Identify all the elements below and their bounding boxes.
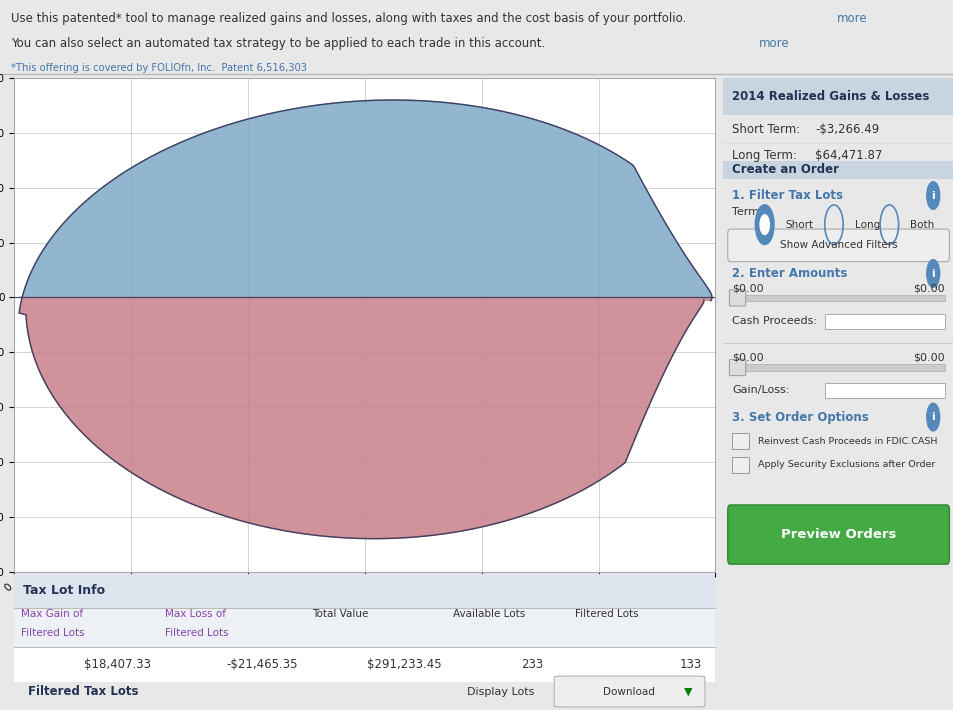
Bar: [722, 160, 953, 179]
Text: Filtered Lots: Filtered Lots: [165, 628, 229, 638]
FancyBboxPatch shape: [729, 359, 745, 376]
Text: 2. Enter Amounts: 2. Enter Amounts: [732, 267, 847, 280]
Text: i: i: [930, 412, 934, 422]
Bar: [14, 574, 715, 608]
Text: i: i: [930, 268, 934, 278]
Text: Both: Both: [909, 219, 933, 229]
Text: Apply Security Exclusions after Order: Apply Security Exclusions after Order: [757, 461, 934, 469]
Text: $0.00: $0.00: [912, 353, 943, 363]
Bar: [732, 433, 748, 449]
Circle shape: [925, 403, 939, 431]
Text: $18,407.33: $18,407.33: [84, 658, 151, 671]
Text: You can also select an automated tax strategy to be applied to each trade in thi: You can also select an automated tax str…: [11, 37, 553, 50]
Text: more: more: [758, 37, 788, 50]
Bar: [14, 608, 715, 647]
Text: Filtered Lots: Filtered Lots: [575, 609, 639, 619]
Text: Create an Order: Create an Order: [732, 163, 839, 176]
FancyBboxPatch shape: [727, 229, 948, 262]
Text: *This offering is covered by FOLIOfn, Inc.  Patent 6,516,303: *This offering is covered by FOLIOfn, In…: [11, 63, 307, 73]
Text: Cash Proceeds:: Cash Proceeds:: [732, 316, 817, 326]
Text: $64,471.87: $64,471.87: [815, 148, 882, 162]
Text: Filtered Lots: Filtered Lots: [21, 628, 85, 638]
Bar: [823, 383, 943, 398]
Text: Filtered Tax Lots: Filtered Tax Lots: [29, 685, 139, 698]
Text: $0.00: $0.00: [912, 283, 943, 293]
Text: -$21,465.35: -$21,465.35: [227, 658, 298, 671]
Bar: [823, 314, 943, 329]
Text: Available Lots: Available Lots: [452, 609, 524, 619]
Text: Long: Long: [854, 219, 879, 229]
Text: Download: Download: [602, 687, 655, 697]
Circle shape: [755, 205, 773, 244]
Text: Short: Short: [784, 219, 813, 229]
FancyBboxPatch shape: [554, 676, 704, 707]
Text: 233: 233: [521, 658, 543, 671]
Text: Preview Orders: Preview Orders: [781, 528, 895, 541]
Text: $0.00: $0.00: [732, 283, 763, 293]
Text: more: more: [836, 12, 866, 25]
Polygon shape: [19, 297, 711, 539]
Text: 1. Filter Tax Lots: 1. Filter Tax Lots: [732, 189, 842, 202]
Text: Tax Lot Info: Tax Lot Info: [23, 584, 105, 597]
Bar: [732, 295, 943, 301]
Bar: [722, 78, 953, 114]
Bar: [732, 457, 748, 473]
Text: Total Value: Total Value: [312, 609, 368, 619]
Text: 133: 133: [679, 658, 700, 671]
Bar: [732, 364, 943, 371]
Text: Long Term:: Long Term:: [732, 148, 797, 162]
Bar: [14, 647, 715, 682]
FancyBboxPatch shape: [727, 505, 948, 564]
X-axis label: Cash Proceeds from Securities Sales ($): Cash Proceeds from Securities Sales ($): [247, 624, 482, 637]
Text: Max Gain of: Max Gain of: [21, 609, 83, 619]
Text: Display Lots: Display Lots: [466, 687, 534, 697]
Polygon shape: [19, 100, 711, 297]
Text: Max Loss of: Max Loss of: [165, 609, 226, 619]
Text: 2014 Realized Gains & Losses: 2014 Realized Gains & Losses: [732, 90, 929, 103]
Text: -$3,266.49: -$3,266.49: [815, 123, 879, 136]
Text: Use this patented* tool to manage realized gains and losses, along with taxes an: Use this patented* tool to manage realiz…: [11, 12, 694, 25]
Text: Short Term:: Short Term:: [732, 123, 800, 136]
Text: ▼: ▼: [683, 687, 692, 697]
Text: $0.00: $0.00: [732, 353, 763, 363]
FancyBboxPatch shape: [729, 290, 745, 306]
Text: Gain/Loss:: Gain/Loss:: [732, 385, 789, 395]
Circle shape: [760, 215, 768, 234]
Text: $291,233.45: $291,233.45: [367, 658, 441, 671]
Text: i: i: [930, 190, 934, 200]
Circle shape: [925, 182, 939, 209]
Text: Term: Term: [732, 207, 759, 217]
Text: Show Advanced Filters: Show Advanced Filters: [779, 241, 897, 251]
Text: 3. Set Order Options: 3. Set Order Options: [732, 410, 868, 424]
Text: Reinvest Cash Proceeds in FDIC.CASH: Reinvest Cash Proceeds in FDIC.CASH: [757, 437, 936, 446]
Circle shape: [925, 260, 939, 288]
